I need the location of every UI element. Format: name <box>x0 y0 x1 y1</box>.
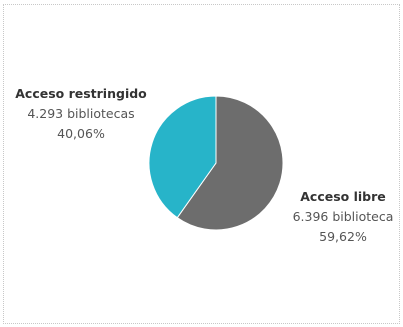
pie-slice-acceso-restringido <box>148 95 217 219</box>
slice-label-libre-percent: 59,62% <box>319 229 367 244</box>
pie-slice-acceso-libre <box>176 95 284 231</box>
chart-frame: Acceso restringido 4.293 bibliotecas 40,… <box>3 4 400 324</box>
slice-label-restringido-count: 4.293 bibliotecas <box>27 106 134 121</box>
slice-label-restringido-name: Acceso restringido <box>15 86 147 101</box>
slice-label-libre-name: Acceso libre <box>300 189 386 204</box>
pie-slices <box>148 95 284 231</box>
pie-chart: Acceso restringido 4.293 bibliotecas 40,… <box>15 86 394 244</box>
slice-label-libre-count: 6.396 biblioteca <box>293 209 394 224</box>
slice-label-restringido-percent: 40,06% <box>57 126 105 141</box>
